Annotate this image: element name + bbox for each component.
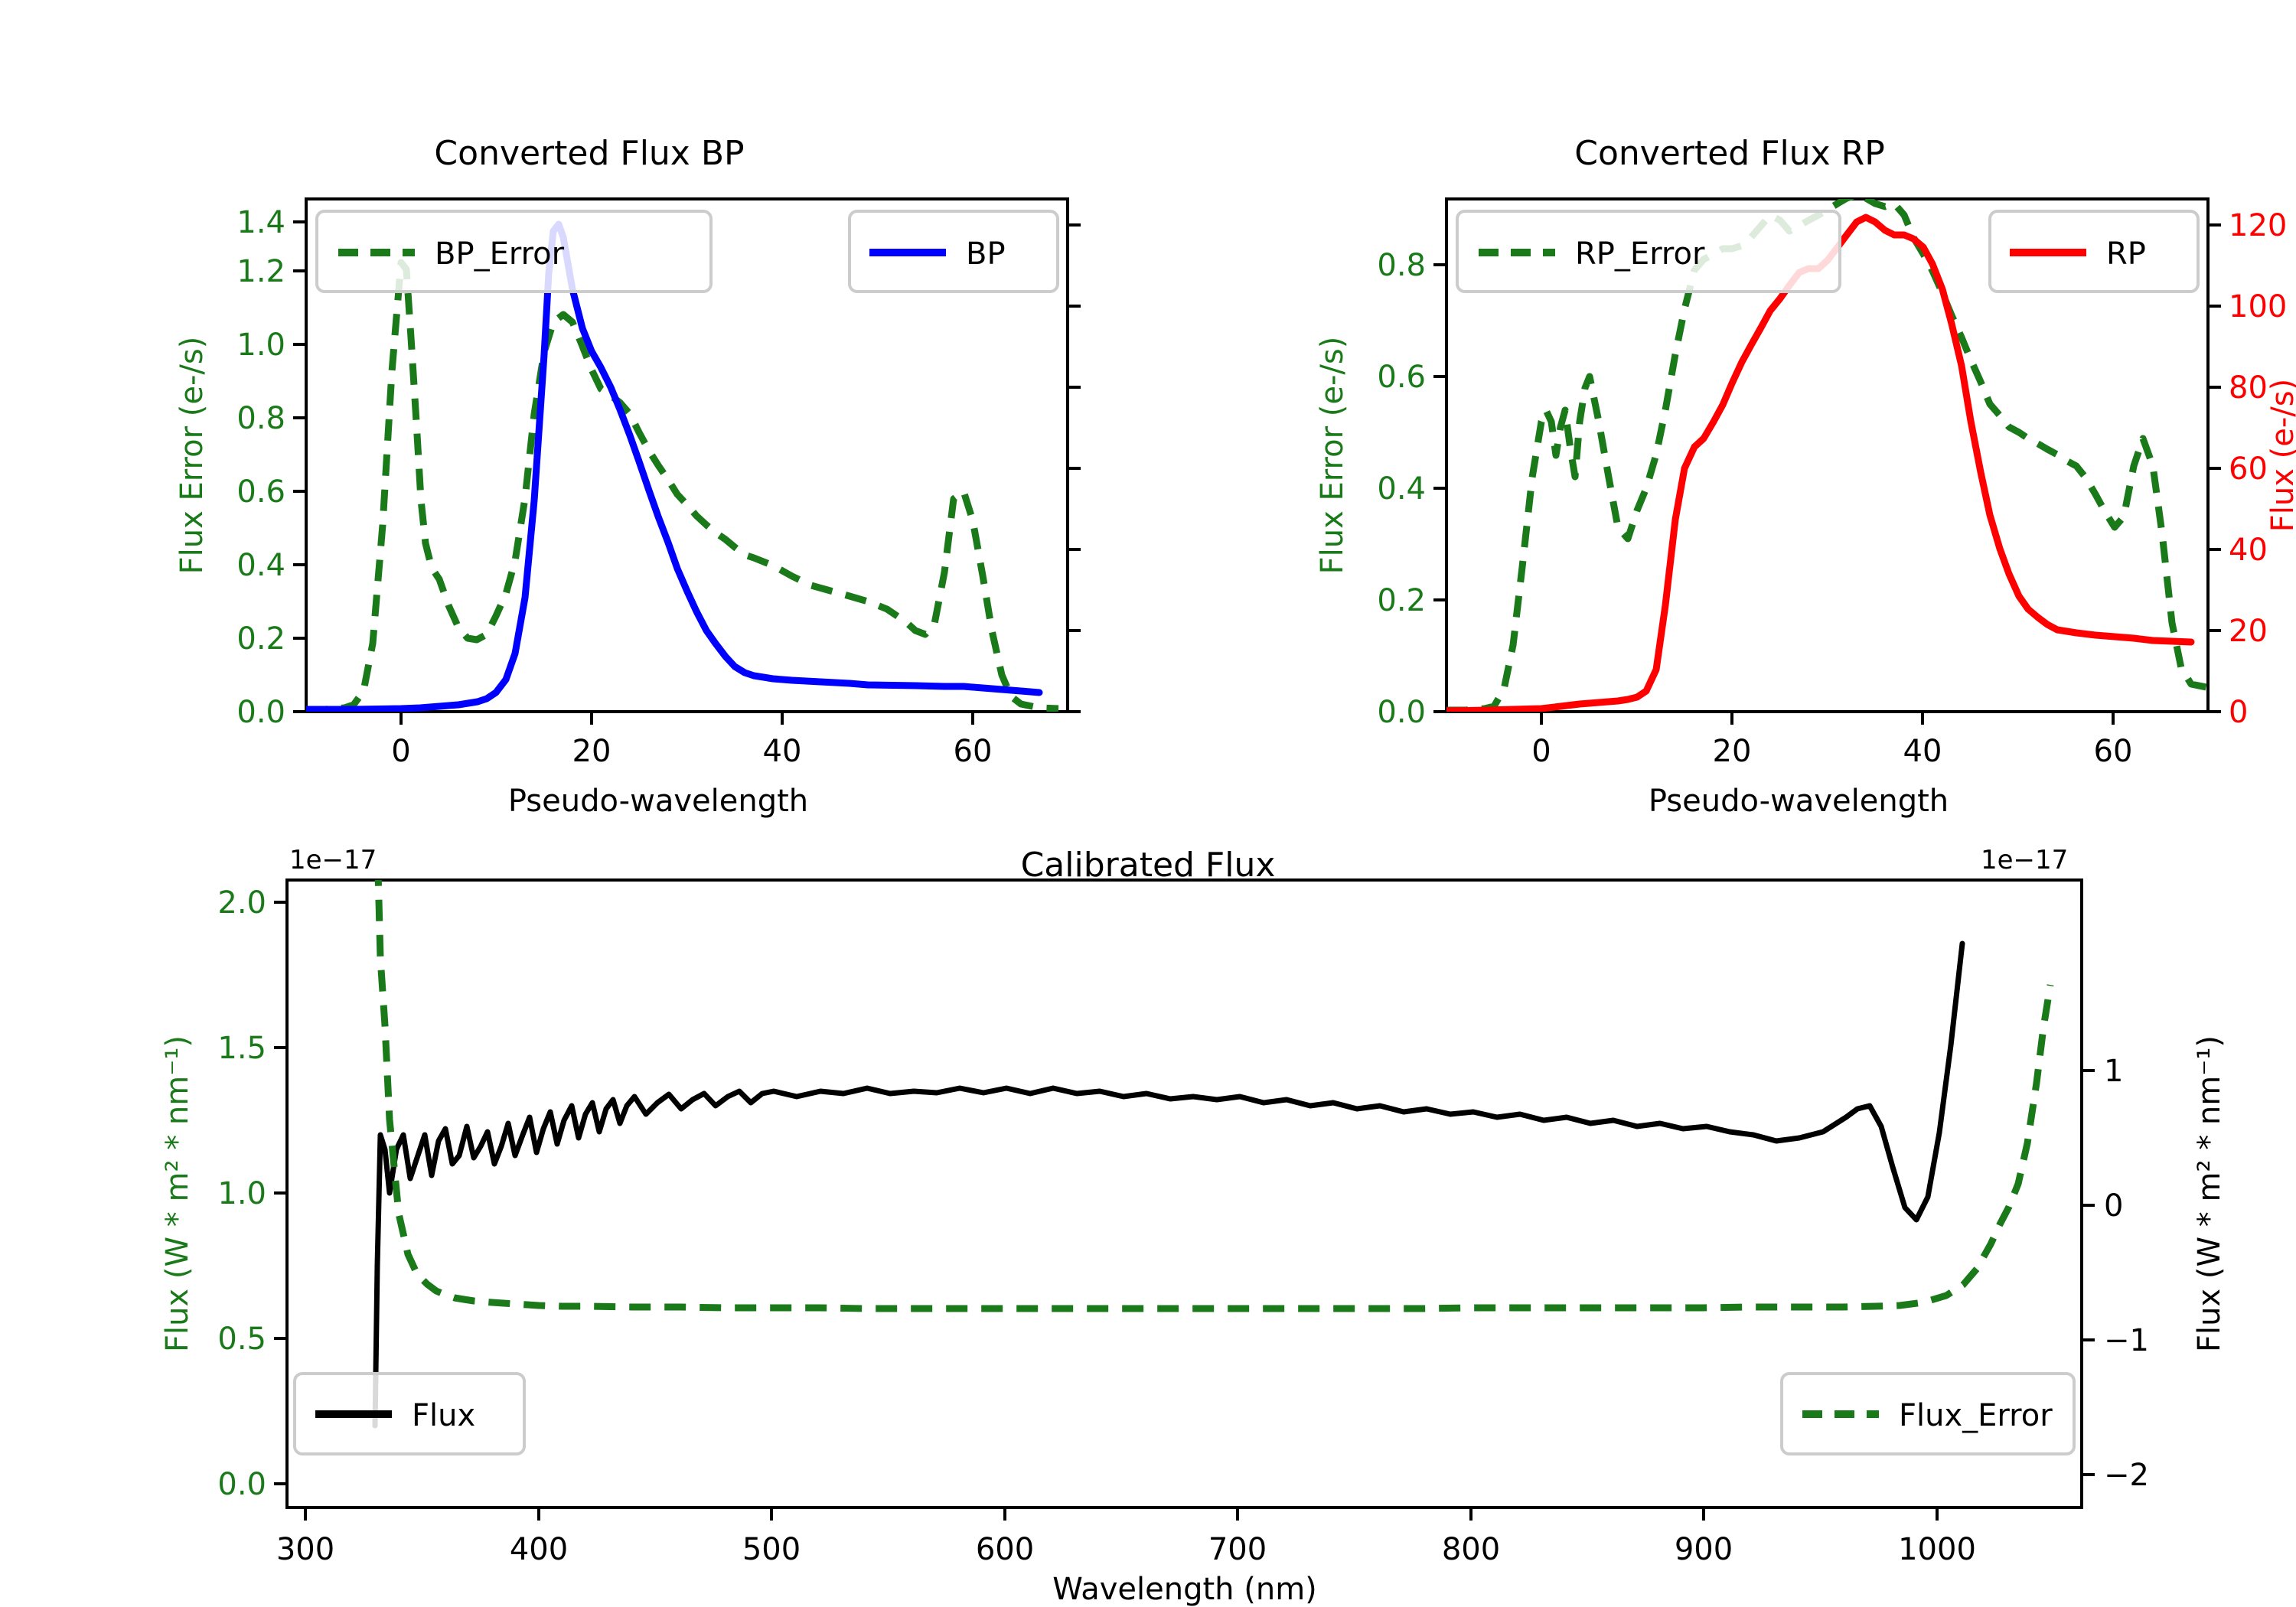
bp-left-yticks: 0.0 0.2 0.4 0.6 0.8 1.0 1.2 1.4: [236, 205, 306, 730]
rp-ytick-r-0: 0: [2229, 695, 2248, 730]
cal-xtick-1: 400: [510, 1532, 568, 1567]
cal-ytick-r-3: 1: [2104, 1054, 2123, 1089]
rp-ytick-r-5: 100: [2229, 289, 2287, 324]
cal-ytick-4: 2.0: [217, 885, 266, 921]
rp-xtick-2: 40: [1903, 734, 1942, 769]
cal-ytick-r-2: 0: [2104, 1188, 2123, 1224]
bp-flux-curve: [306, 220, 1043, 712]
bp-xticks: 0 20 40 60: [391, 712, 992, 769]
cal-ytick-r-1: −1: [2104, 1323, 2149, 1358]
rp-axes-frame: [1445, 197, 2210, 713]
bp-ytick-1: 0.2: [236, 621, 285, 657]
rp-legend-right[interactable]: RP: [1988, 210, 2200, 293]
bp-legend-right[interactable]: BP: [848, 210, 1059, 293]
rp-ytick-r-3: 60: [2229, 451, 2268, 487]
bp-ytick-0: 0.0: [236, 695, 285, 730]
panel-converted-flux-bp: Converted Flux BP 0.0 0.2 0.4 0.6 0.8 1.…: [174, 134, 1081, 819]
cal-legend-label-flux-error: Flux_Error: [1899, 1398, 2053, 1433]
cal-xtick-6: 900: [1675, 1532, 1733, 1567]
rp-ylabel-right: Flux (e-/s): [2265, 379, 2296, 532]
rp-ytick-r-1: 20: [2229, 614, 2268, 649]
rp-ytick-0: 0.0: [1377, 695, 1426, 730]
cal-ytick-3: 1.5: [217, 1031, 266, 1066]
cal-legend-left[interactable]: Flux: [293, 1372, 526, 1455]
cal-xtick-4: 700: [1208, 1532, 1267, 1567]
cal-offset-left: 1e−17: [289, 845, 377, 875]
cal-ytick-0: 0.0: [217, 1467, 266, 1502]
rp-legend-left[interactable]: RP_Error: [1456, 210, 1841, 293]
rp-xtick-1: 20: [1713, 734, 1752, 769]
bp-xtick-3: 60: [954, 734, 993, 769]
bp-title: Converted Flux BP: [434, 134, 744, 173]
rp-ytick-3: 0.6: [1377, 360, 1426, 395]
cal-flux-error-curve: [374, 880, 2054, 1312]
bp-error-curve: [306, 259, 1059, 712]
cal-legend-label-flux: Flux: [412, 1398, 475, 1433]
cal-xtick-7: 1000: [1898, 1532, 1976, 1567]
cal-right-yticks: −2 −1 0 1: [2082, 1054, 2149, 1493]
cal-ylabel-left: Flux (W * m² * nm⁻¹): [160, 1035, 195, 1352]
rp-ytick-4: 0.8: [1377, 248, 1426, 283]
cal-xticks: 300 400 500 600 700 800 900 1000: [276, 1508, 1976, 1567]
rp-xlabel: Pseudo-wavelength: [1649, 784, 1949, 819]
rp-ytick-1: 0.2: [1377, 583, 1426, 618]
cal-xtick-5: 800: [1442, 1532, 1500, 1567]
cal-xtick-2: 500: [742, 1532, 801, 1567]
rp-ytick-r-2: 40: [2229, 533, 2268, 568]
bp-xtick-0: 0: [391, 734, 410, 769]
bp-ytick-7: 1.4: [236, 205, 285, 240]
panel-calibrated-flux: Calibrated Flux 1e−17 1e−17 0.0 0.5 1.0 …: [160, 845, 2227, 1607]
cal-ytick-2: 1.0: [217, 1176, 266, 1211]
bp-xtick-2: 40: [763, 734, 802, 769]
rp-legend-label-error: RP_Error: [1575, 236, 1705, 272]
cal-ylabel-right: Flux (W * m² * nm⁻¹): [2192, 1035, 2227, 1352]
bp-ytick-6: 1.2: [236, 254, 285, 289]
bp-ytick-2: 0.4: [236, 548, 285, 583]
bp-right-yticks: 0 25 50 75 100 125 150: [1068, 223, 1081, 713]
rp-right-yticks: 0 20 40 60 80 100 120: [2208, 208, 2287, 730]
rp-ytick-r-6: 120: [2229, 208, 2287, 243]
cal-xtick-0: 300: [276, 1532, 334, 1567]
bp-ylabel-left: Flux Error (e-/s): [174, 337, 210, 575]
rp-left-yticks: 0.0 0.2 0.4 0.6 0.8: [1377, 248, 1446, 730]
cal-ytick-1: 0.5: [217, 1322, 266, 1357]
cal-ytick-r-0: −2: [2104, 1458, 2149, 1493]
bp-legend-label-error: BP_Error: [435, 236, 565, 272]
bp-ytick-5: 1.0: [236, 328, 285, 363]
bp-ytick-4: 0.8: [236, 401, 285, 436]
rp-xtick-3: 60: [2094, 734, 2133, 769]
cal-left-yticks: 0.0 0.5 1.0 1.5 2.0: [217, 885, 287, 1502]
cal-offset-right: 1e−17: [1981, 845, 2068, 875]
rp-legend-label-rp: RP: [2106, 236, 2146, 272]
cal-legend-right[interactable]: Flux_Error: [1780, 1372, 2076, 1455]
rp-ytick-2: 0.4: [1377, 471, 1426, 507]
bp-xlabel: Pseudo-wavelength: [508, 784, 808, 819]
cal-xtick-3: 600: [976, 1532, 1034, 1567]
bp-ytick-3: 0.6: [236, 474, 285, 510]
bp-legend-label-bp: BP: [966, 236, 1006, 272]
cal-flux-curve: [372, 940, 1965, 1429]
rp-xticks: 0 20 40 60: [1531, 712, 2132, 769]
bp-legend-left[interactable]: BP_Error: [315, 210, 713, 293]
rp-title: Converted Flux RP: [1574, 134, 1885, 173]
panel-converted-flux-rp: Converted Flux RP 0.0 0.2 0.4 0.6 0.8 0 …: [1315, 134, 2296, 819]
rp-xtick-0: 0: [1531, 734, 1551, 769]
cal-title: Calibrated Flux: [1021, 846, 1276, 885]
bp-axes-frame: [305, 197, 1069, 713]
rp-ylabel-left: Flux Error (e-/s): [1315, 337, 1350, 575]
cal-xlabel: Wavelength (nm): [1052, 1572, 1317, 1607]
rp-ytick-r-4: 80: [2229, 370, 2268, 406]
bp-xtick-1: 20: [572, 734, 612, 769]
